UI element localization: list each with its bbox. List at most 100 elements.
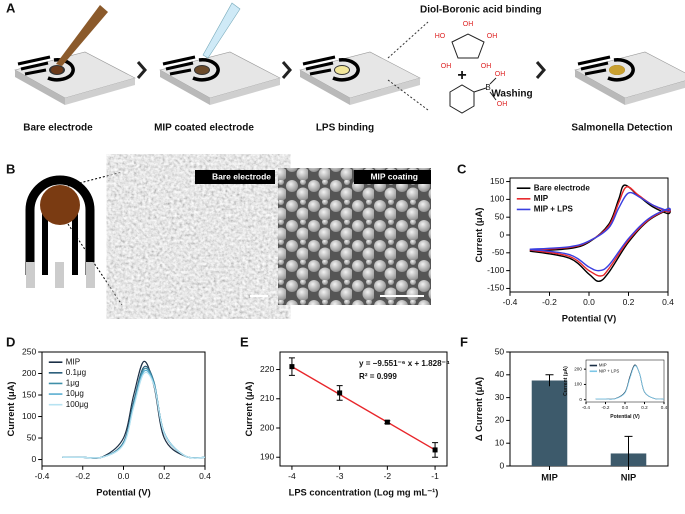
series-line [62,369,206,459]
x-tick-label: 0.2 [158,471,170,481]
y-axis-label: Δ Current (μA) [474,377,484,441]
y-tick-label: 100 [22,411,36,421]
legend-label: 1μg [66,379,80,388]
point [432,447,438,453]
series-line [62,367,206,459]
annotation: R² = 0.999 [359,372,397,381]
point [337,390,343,396]
x-tick-label: 0.4 [199,471,211,481]
y-tick-label: 50 [495,211,505,221]
legend-label: Bare electrode [534,183,591,192]
y-tick-label: -100 [487,265,504,275]
panel-label: B [6,161,15,176]
x-tick-label: 0.4 [662,297,674,307]
chem-label: OH [481,63,492,70]
schematic-b [25,168,431,306]
legend-label: MIP + LPS [534,205,574,214]
pipette [202,2,241,59]
chem-label: HO [435,33,446,40]
plot-frame [509,351,669,467]
legend-label: 0.1μg [66,368,86,377]
series-line [595,365,665,400]
y-tick-label: 220 [260,364,274,374]
plot-frame [585,359,665,403]
x-tick-label: -0.2 [542,297,557,307]
error-bar [545,374,554,387]
y-tick-label: 10 [495,437,505,447]
series-line [529,191,671,272]
point [384,419,390,425]
step-label: Washing [491,89,532,100]
x-tick-label: NIP [621,472,637,482]
x-tick-label: 0.0 [622,405,629,410]
step-label: Bare electrode [23,123,93,134]
x-tick-label: -0.4 [503,297,518,307]
legend-label: 100μg [66,400,89,409]
y-tick-label: 190 [260,451,274,461]
x-tick-label: 0.2 [623,297,635,307]
y-tick-label: 0 [499,229,504,239]
y-tick-label: 250 [22,346,36,356]
x-tick-label: 0.0 [118,471,130,481]
x-axis-label: Potential (V) [610,414,640,420]
error-bar [624,435,633,466]
x-tick-label: -1 [431,471,439,481]
legend-label: MIP [599,363,607,368]
y-tick-label: 20 [495,415,505,425]
y-axis-label: Current (μA) [563,366,569,396]
x-tick-label: 0.4 [661,405,668,410]
series-line [529,186,671,277]
panel-label: E [240,334,249,349]
x-tick-label: -0.2 [602,405,610,410]
y-tick-label: -150 [487,283,504,293]
image-label: MIP coating [370,171,418,181]
y-tick-label: -50 [492,247,505,257]
x-tick-label: -0.4 [35,471,50,481]
y-tick-label: 150 [22,389,36,399]
x-tick-label: -0.2 [75,471,90,481]
x-tick-label: -3 [336,471,344,481]
series-line [529,184,671,283]
y-tick-label: 0 [499,460,504,470]
series-line [62,365,206,459]
x-tick-label: MIP [541,472,558,482]
reaction-title: Diol-Boronic acid binding [420,5,542,16]
panel-label: C [457,161,467,176]
legend-label: NIP + LPS [599,368,619,373]
legend-label: 10μg [66,389,84,398]
x-tick-label: 0.0 [583,297,595,307]
chem-label: OH [497,101,508,108]
y-tick-label: 100 [490,194,504,204]
y-tick-label: 210 [260,393,274,403]
x-tick-label: -2 [384,471,392,481]
panel-label: D [6,334,15,349]
fit-line [291,366,436,451]
step-label: LPS binding [316,123,374,134]
y-tick-label: 200 [574,366,582,371]
legend-label: MIP [66,357,80,366]
x-axis-label: Potential (V) [562,314,617,324]
schematic-a [13,2,685,114]
y-axis-label: Current (μA) [474,207,484,262]
panel-label: A [6,0,16,15]
y-axis-label: Current (μA) [6,381,16,436]
series-line [62,371,206,459]
y-tick-label: 0 [579,397,582,402]
plot-frame [279,351,448,467]
y-tick-label: 30 [495,392,505,402]
y-tick-label: 100 [574,382,582,387]
y-tick-label: 200 [22,368,36,378]
legend-label: MIP [534,194,549,203]
chem-label: OH [463,21,474,28]
y-tick-label: 50 [27,432,37,442]
chem-label: OH [487,33,498,40]
chem-label: OH [441,63,452,70]
pipette [56,5,108,66]
x-tick-label: 0.2 [641,405,648,410]
x-axis-label: Potential (V) [96,488,151,498]
plus: + [457,67,466,84]
y-axis-label: Current (μA) [244,381,254,436]
point [289,364,295,370]
y-tick-label: 150 [490,176,504,186]
